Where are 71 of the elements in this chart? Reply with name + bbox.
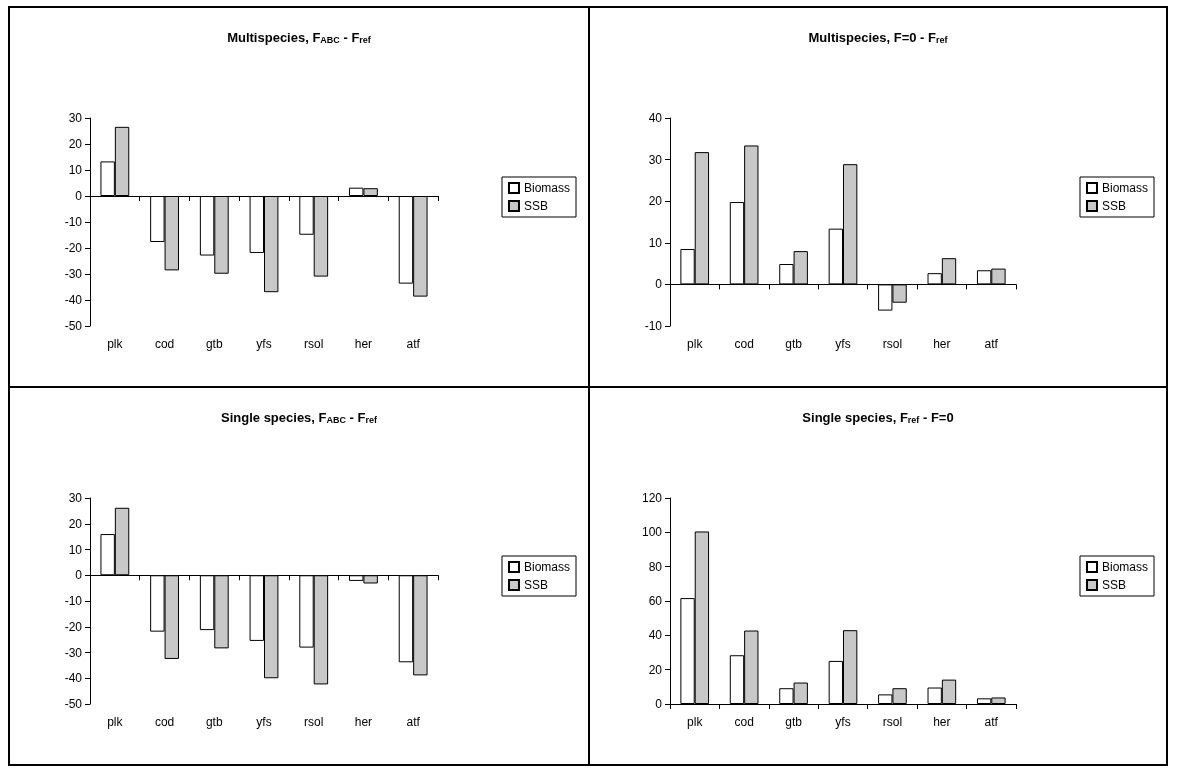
y-tick-label: 0 (655, 697, 663, 711)
x-tick-label: cod (154, 715, 175, 729)
x-tick-label: plk (687, 715, 704, 729)
x-tick-label: yfs (835, 337, 851, 351)
y-tick-label: 20 (648, 194, 663, 209)
chart-title: Multispecies, FABC - Fref (227, 30, 372, 45)
x-tick-label: gtb (205, 337, 223, 351)
y-tick-label: 40 (648, 111, 663, 125)
x-tick-label: rsol (882, 337, 903, 351)
y-tick-label: -20 (64, 619, 83, 634)
x-tick-label: plk (687, 337, 704, 351)
y-tick-label: 30 (68, 491, 83, 505)
y-tick-label: 30 (648, 152, 663, 167)
x-tick-label: atf (984, 337, 999, 351)
legend-label: SSB (523, 578, 548, 592)
x-tick-label: her (354, 337, 373, 351)
y-tick-label: 0 (75, 189, 83, 203)
y-tick-label: 0 (75, 568, 83, 583)
x-tick-label: gtb (205, 715, 223, 729)
x-tick-label: gtb (785, 337, 803, 351)
x-tick-label: rsol (304, 715, 324, 729)
y-tick-label: -10 (64, 594, 83, 608)
y-tick-label: 20 (648, 662, 663, 677)
y-tick-label: 20 (68, 137, 83, 151)
legend-label: Biomass (1101, 181, 1148, 195)
x-tick-label: cod (154, 337, 175, 351)
x-tick-label: yfs (835, 715, 851, 729)
x-tick-label: yfs (256, 337, 272, 351)
chart-title: Single species, FABC - Fref (221, 410, 378, 425)
x-tick-label: her (354, 715, 373, 729)
y-tick-label: 0 (655, 277, 663, 292)
legend-label: Biomass (523, 560, 570, 574)
y-tick-label: 10 (68, 163, 83, 177)
legend-label: SSB (523, 199, 548, 213)
x-tick-label: gtb (785, 715, 803, 729)
legend-label: SSB (1101, 578, 1126, 592)
y-tick-label: 10 (648, 235, 663, 250)
y-tick-label: 100 (641, 525, 663, 540)
y-tick-label: -10 (64, 215, 83, 229)
y-tick-label: 30 (68, 111, 83, 125)
x-tick-label: plk (107, 337, 124, 351)
y-tick-label: 10 (68, 542, 83, 557)
y-tick-label: 120 (641, 491, 663, 505)
y-tick-label: -10 (644, 319, 663, 333)
x-tick-label: cod (734, 337, 754, 351)
legend-label: SSB (1101, 199, 1126, 213)
x-tick-label: cod (734, 715, 754, 729)
x-tick-label: her (933, 337, 951, 351)
y-tick-label: 40 (648, 628, 663, 643)
x-tick-label: rsol (304, 337, 324, 351)
legend-label: Biomass (1101, 560, 1148, 574)
x-tick-label: atf (406, 715, 421, 729)
x-tick-label: atf (984, 715, 999, 729)
y-tick-label: -30 (64, 267, 83, 281)
y-tick-label: -50 (64, 319, 83, 333)
y-tick-label: -30 (64, 645, 83, 660)
x-tick-label: her (933, 715, 951, 729)
y-tick-label: 60 (648, 594, 663, 608)
x-tick-label: rsol (882, 715, 903, 729)
chart-title: Single species, Fref - F=0 (802, 410, 954, 425)
legend-label: Biomass (523, 181, 570, 195)
y-tick-label: 20 (68, 516, 83, 531)
x-tick-label: plk (107, 715, 124, 729)
y-tick-label: 80 (648, 559, 663, 574)
y-tick-label: -40 (64, 671, 83, 686)
x-tick-label: atf (406, 337, 421, 351)
x-tick-label: yfs (256, 715, 272, 729)
y-tick-label: -20 (64, 241, 83, 255)
y-tick-label: -50 (64, 697, 83, 711)
y-tick-label: -40 (64, 293, 83, 307)
chart-title: Multispecies, F=0 - Fref (808, 30, 949, 45)
